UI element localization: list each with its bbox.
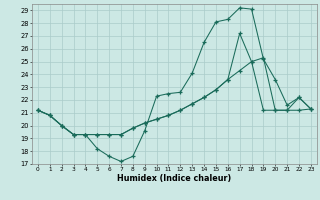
X-axis label: Humidex (Indice chaleur): Humidex (Indice chaleur)	[117, 174, 232, 183]
